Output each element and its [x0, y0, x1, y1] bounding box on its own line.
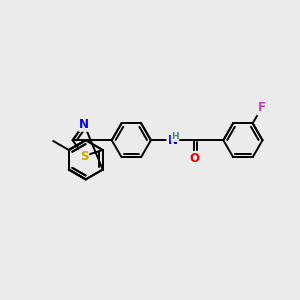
- Text: F: F: [257, 101, 266, 115]
- Text: N: N: [79, 118, 89, 131]
- Text: N: N: [167, 134, 177, 147]
- Text: O: O: [189, 152, 199, 165]
- Text: H: H: [171, 132, 179, 141]
- Text: S: S: [80, 149, 88, 163]
